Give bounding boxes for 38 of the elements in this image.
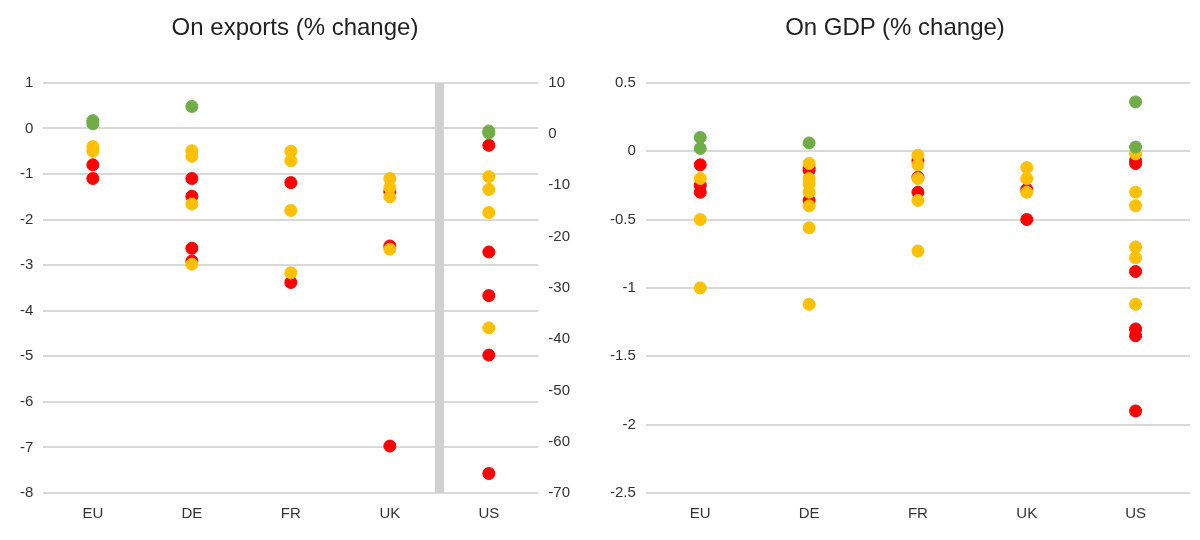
- y-tick-label: -6: [19, 391, 34, 409]
- y2-tick-label: -40: [548, 329, 571, 347]
- y-tick-label: -1: [622, 278, 636, 296]
- y2-tick-label: -60: [548, 431, 571, 449]
- x-tick-label: US: [1125, 504, 1147, 522]
- y-tick-label: -1.5: [609, 346, 636, 364]
- y-tick-label: -3: [19, 255, 34, 273]
- y-tick-label: 0.5: [614, 72, 636, 90]
- x-tick-label: EU: [82, 504, 104, 522]
- x-tick-label: DE: [181, 504, 203, 522]
- y-tick-label: -0.5: [609, 209, 636, 227]
- y2-tick-label: 0: [548, 124, 557, 142]
- y-tick-label: -4: [19, 300, 34, 318]
- x-tick-label: EU: [689, 504, 711, 522]
- y-tick-label: 0: [627, 141, 636, 159]
- y-tick-label: 1: [24, 72, 34, 90]
- x-tick-label: DE: [798, 504, 820, 522]
- y-tick-label: -2.5: [609, 483, 636, 501]
- y-tick-label: -2: [19, 209, 34, 227]
- y-tick-label: -2: [622, 414, 636, 432]
- x-tick-label: US: [478, 504, 500, 522]
- x-tick-label: UK: [1016, 504, 1038, 522]
- y-tick-label: -1: [19, 164, 34, 182]
- y2-tick-label: -20: [548, 226, 571, 244]
- y2-tick-label: -10: [548, 175, 571, 193]
- y2-tick-label: -50: [548, 380, 571, 398]
- y2-tick-label: -70: [548, 483, 571, 501]
- chart-title: On exports (% change): [171, 13, 419, 41]
- x-tick-label: FR: [280, 504, 301, 522]
- y2-tick-label: -30: [548, 278, 571, 296]
- x-tick-label: FR: [907, 504, 929, 522]
- chart-title: On GDP (% change): [785, 13, 1005, 41]
- y-tick-label: 0: [24, 118, 34, 136]
- y-tick-label: -8: [19, 483, 34, 501]
- y-tick-label: -5: [19, 346, 34, 364]
- x-tick-label: UK: [379, 504, 401, 522]
- y-tick-label: -7: [19, 437, 34, 455]
- y2-tick-label: 10: [548, 72, 566, 90]
